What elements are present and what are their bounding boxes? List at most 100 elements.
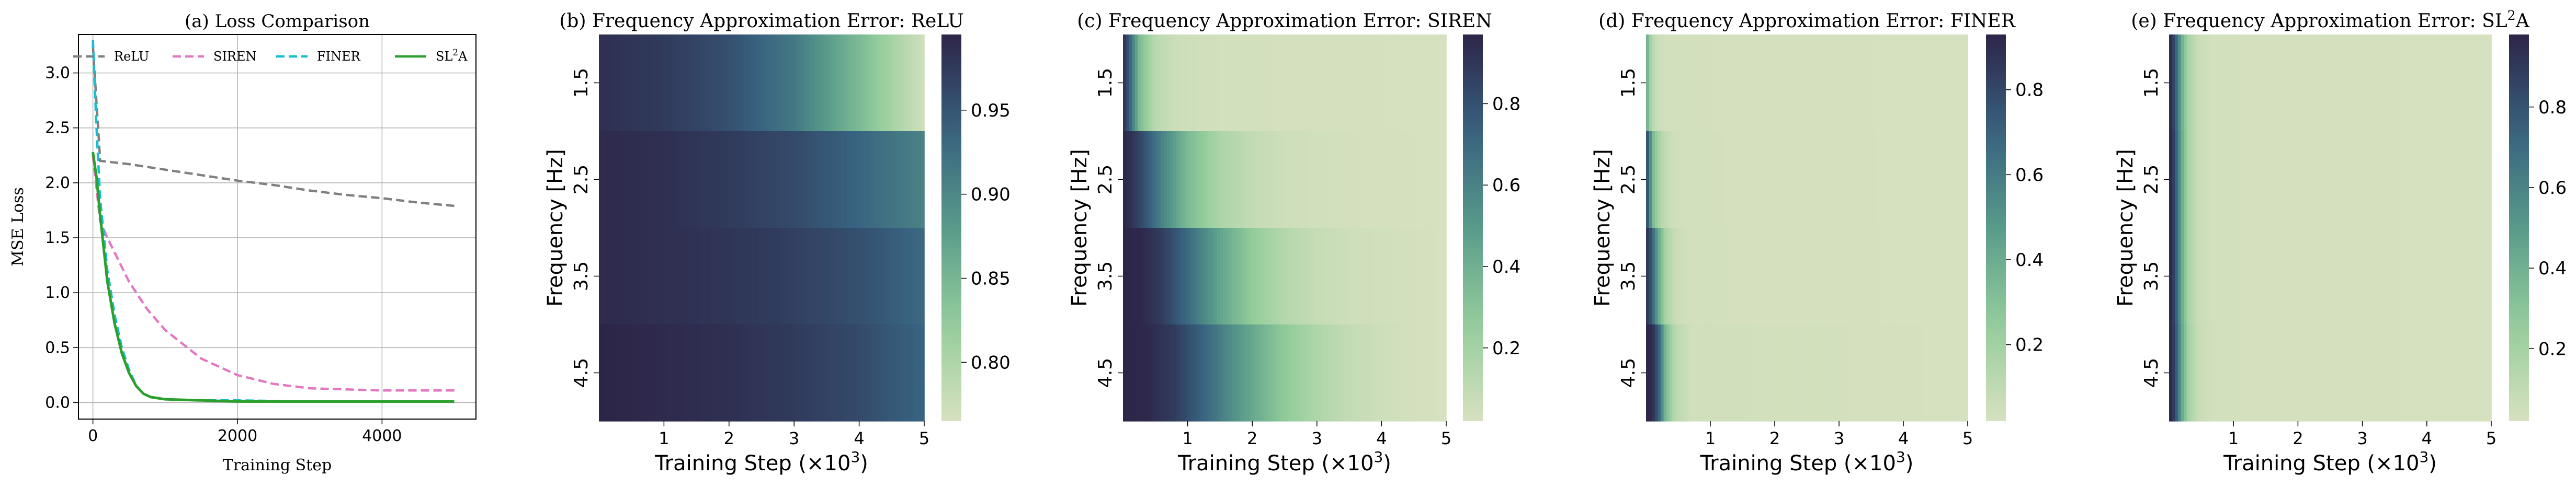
heat-cell xyxy=(1719,34,1723,132)
heat-cell xyxy=(1754,324,1758,422)
heat-cell xyxy=(832,34,836,132)
heat-cell xyxy=(1273,228,1276,325)
heat-cell xyxy=(2330,228,2334,325)
heat-cell xyxy=(1944,228,1948,325)
y-tick-label: 3.0 xyxy=(45,64,70,83)
heat-cell xyxy=(2447,34,2451,132)
heat-cell xyxy=(1824,34,1828,132)
heat-cell xyxy=(1944,131,1948,228)
heat-cell xyxy=(1329,34,1332,132)
heat-cell xyxy=(1367,34,1370,132)
heat-cell xyxy=(702,324,706,422)
heat-cell xyxy=(1423,131,1426,228)
heat-cell xyxy=(1252,34,1256,132)
y-tick-label: 2.5 xyxy=(1618,165,1639,194)
heat-cell xyxy=(1269,34,1274,132)
heat-cell xyxy=(1296,34,1300,132)
heat-cell xyxy=(1293,131,1297,228)
heat-cell xyxy=(912,324,916,422)
heat-cell xyxy=(2470,34,2475,132)
heat-cell xyxy=(2330,131,2334,228)
heat-cell xyxy=(894,228,898,325)
heat-cell xyxy=(1660,228,1664,325)
heat-cell xyxy=(1768,228,1773,325)
heat-cell xyxy=(1707,228,1711,325)
heat-cell xyxy=(1278,324,1283,422)
heat-cell xyxy=(1214,228,1218,325)
heat-cell xyxy=(664,324,667,422)
heat-cell xyxy=(2347,324,2351,422)
heat-cell xyxy=(1894,131,1898,228)
heat-cell xyxy=(2424,228,2427,325)
heat-cell xyxy=(2268,131,2272,228)
x-tick-label: 5 xyxy=(1441,428,1451,448)
heat-cell xyxy=(1719,324,1723,422)
heat-cell xyxy=(1337,131,1341,228)
heat-cell xyxy=(2435,228,2439,325)
heat-cell xyxy=(877,34,880,132)
x-tick-label: 2 xyxy=(1247,428,1257,448)
heat-cell xyxy=(1334,228,1338,325)
heat-cell xyxy=(1211,131,1215,228)
heat-cell xyxy=(1845,228,1848,325)
heat-cell xyxy=(619,34,623,132)
heat-cell xyxy=(1290,131,1294,228)
heat-cell xyxy=(823,324,827,422)
heat-cell xyxy=(2430,34,2433,132)
heat-cell xyxy=(1851,324,1854,422)
heat-cell xyxy=(2210,324,2214,422)
heat-cell xyxy=(853,34,857,132)
heat-cell xyxy=(1402,131,1406,228)
heat-cell xyxy=(1434,34,1438,132)
heat-cell xyxy=(640,34,644,132)
heat-cell xyxy=(2347,131,2351,228)
heat-cell xyxy=(1815,324,1819,422)
heat-cell xyxy=(2465,228,2468,325)
x-axis-label: Training Step (×103) xyxy=(654,448,868,476)
heat-cell xyxy=(1926,228,1931,325)
heat-cell xyxy=(1818,228,1822,325)
heat-cell xyxy=(838,131,842,228)
heat-cell xyxy=(859,228,863,325)
heat-cell xyxy=(2482,34,2486,132)
heat-cell xyxy=(610,131,615,228)
heat-cell xyxy=(669,324,674,422)
heat-cell xyxy=(1155,34,1159,132)
heat-cell xyxy=(634,228,638,325)
heat-cell xyxy=(1687,228,1690,325)
heat-cell xyxy=(1396,34,1400,132)
heat-cell xyxy=(1803,324,1808,422)
heat-cell xyxy=(2312,228,2316,325)
heat-cell xyxy=(1187,324,1191,422)
heat-cell xyxy=(610,34,615,132)
heat-cell xyxy=(732,324,735,422)
heat-cell xyxy=(1225,228,1230,325)
heat-cell xyxy=(1710,131,1714,228)
heat-cell xyxy=(1760,34,1764,132)
heat-cell xyxy=(1385,324,1388,422)
heat-cell xyxy=(661,131,665,228)
heat-cell xyxy=(2435,34,2439,132)
heat-cell xyxy=(1669,228,1673,325)
heat-cell xyxy=(868,131,872,228)
heat-cell xyxy=(1317,34,1321,132)
heat-cell xyxy=(2351,228,2354,325)
heat-cell xyxy=(726,131,730,228)
heat-cell xyxy=(1821,34,1825,132)
heat-cell xyxy=(1437,228,1441,325)
heat-cell xyxy=(652,131,656,228)
heat-cell xyxy=(1414,324,1417,422)
heat-cell xyxy=(2210,34,2214,132)
heat-cell xyxy=(1285,228,1288,325)
heat-cell xyxy=(1205,324,1209,422)
heat-cell xyxy=(1420,131,1423,228)
colorbar xyxy=(941,34,961,421)
heat-cell xyxy=(1193,131,1197,228)
heat-cell xyxy=(1234,34,1238,132)
y-axis-label: MSE Loss xyxy=(9,187,27,266)
heat-cell xyxy=(2435,131,2439,228)
heat-cell xyxy=(1249,131,1253,228)
heat-cell xyxy=(1405,228,1409,325)
heat-cell xyxy=(1783,324,1787,422)
heat-cell xyxy=(1693,228,1696,325)
